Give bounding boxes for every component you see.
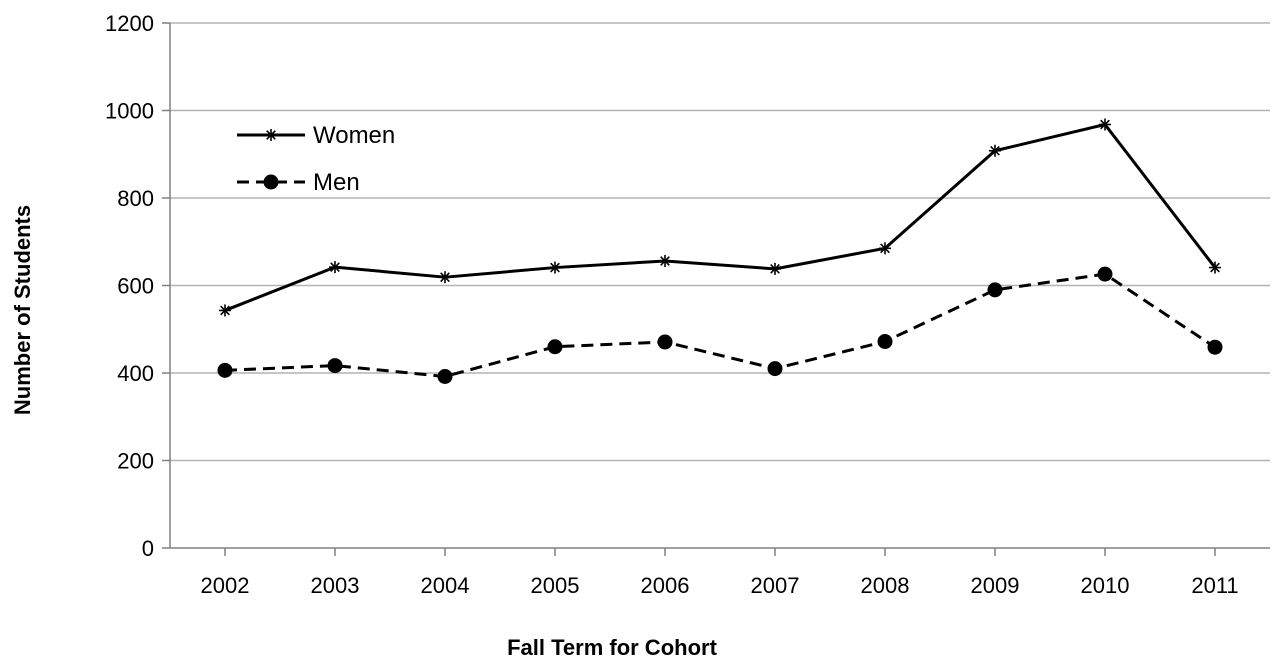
data-point-men bbox=[437, 369, 453, 384]
gridlines bbox=[170, 22, 1270, 462]
x-tick-label: 2004 bbox=[421, 573, 470, 598]
data-point-women bbox=[1209, 261, 1221, 274]
y-tick-label: 1200 bbox=[105, 11, 154, 36]
y-tick-label: 0 bbox=[142, 536, 154, 561]
data-point-men bbox=[1097, 266, 1113, 282]
data-point-women bbox=[879, 242, 891, 255]
data-point-men bbox=[1207, 339, 1223, 355]
data-point-women bbox=[659, 255, 671, 267]
x-tick-label: 2003 bbox=[311, 573, 360, 598]
data-point-women bbox=[439, 271, 451, 284]
data-point-men bbox=[327, 358, 343, 374]
x-tick-label: 2007 bbox=[751, 573, 800, 598]
x-tick-label: 2010 bbox=[1081, 573, 1130, 598]
data-point-women bbox=[219, 304, 231, 317]
axes: 0 200 400 600 800 1000 1200 2002 2003 2004 2005 200… bbox=[105, 11, 1270, 598]
data-point-men bbox=[767, 361, 783, 377]
x-tick-label: 2002 bbox=[201, 573, 250, 598]
data-point-women bbox=[769, 262, 781, 275]
y-tick-label: 200 bbox=[117, 449, 154, 474]
legend-marker-women bbox=[265, 129, 277, 141]
data-point-men bbox=[657, 334, 673, 350]
data-point-women bbox=[549, 261, 561, 274]
x-tick-label: 2005 bbox=[531, 573, 580, 598]
x-tick-label: 2011 bbox=[1191, 573, 1238, 598]
legend-label-women: Women bbox=[313, 122, 395, 149]
y-tick-label: 800 bbox=[117, 186, 154, 211]
x-tick-label: 2008 bbox=[861, 573, 910, 598]
series-line-women bbox=[224, 123, 1217, 312]
series-line-men bbox=[224, 272, 1216, 378]
legend: Women Men bbox=[237, 122, 395, 196]
data-point-women bbox=[329, 261, 341, 274]
legend-label-men: Men bbox=[313, 169, 360, 196]
data-point-women bbox=[989, 144, 1001, 157]
data-point-men bbox=[547, 339, 563, 355]
x-tick-label: 2006 bbox=[641, 573, 690, 598]
x-axis-title: Fall Term for Cohort bbox=[507, 635, 717, 660]
data-point-men bbox=[987, 282, 1003, 298]
y-tick-label: 1000 bbox=[105, 99, 154, 124]
legend-marker-men bbox=[263, 174, 279, 190]
data-point-women bbox=[1099, 118, 1111, 131]
series bbox=[217, 118, 1223, 384]
x-tick-label: 2009 bbox=[971, 573, 1020, 598]
data-point-men bbox=[217, 362, 233, 378]
legend-item-men: Men bbox=[237, 169, 360, 196]
data-point-men bbox=[877, 334, 893, 349]
y-tick-label: 600 bbox=[117, 274, 154, 299]
y-tick-label: 400 bbox=[117, 361, 154, 386]
legend-item-women: Women bbox=[237, 122, 395, 149]
y-axis-title: Number of Students bbox=[10, 205, 35, 415]
